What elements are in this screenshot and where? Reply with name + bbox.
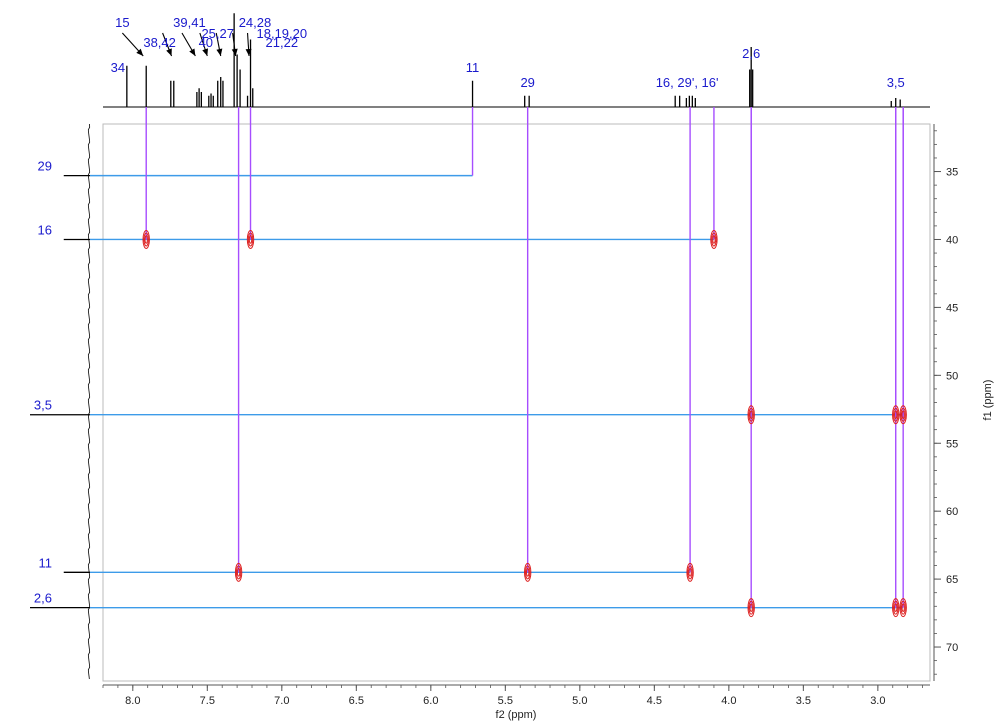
- arrow-head: [216, 48, 223, 56]
- crosspeak-contour: [523, 562, 532, 582]
- proton-peak-label: 18,19,20: [257, 26, 308, 41]
- arrow-head: [136, 48, 144, 56]
- y-axis: 35 40 45 50 55 60 65 70: [933, 124, 958, 681]
- crosspeak-contour: [234, 562, 243, 582]
- y-axis-title: f1 (ppm): [982, 380, 994, 421]
- crosspeak-contour: [236, 568, 241, 577]
- crosspeak-contour: [686, 562, 694, 582]
- arrow-head: [189, 48, 196, 56]
- proton-correlation-lines: [145, 107, 904, 608]
- crosspeak-contour: [748, 600, 754, 615]
- crosspeak-contour: [712, 235, 716, 244]
- crosspeak-contour: [688, 568, 692, 577]
- x-tick-label: 5.5: [498, 695, 513, 707]
- y-tick-label: 40: [946, 234, 958, 246]
- crosspeak-contour: [747, 598, 755, 618]
- crosspeak-contour: [525, 568, 530, 577]
- arrow-head: [245, 48, 252, 56]
- y-tick-label: 60: [946, 506, 958, 518]
- x-tick-label: 4.5: [647, 695, 662, 707]
- arrow-head: [202, 48, 209, 56]
- carbon-peak-label: 3,5: [34, 398, 52, 413]
- x-tick-label: 6.5: [349, 695, 364, 707]
- proton-peak-label: 2,6: [742, 46, 760, 61]
- pointer-arrows: [121, 32, 252, 57]
- carbon-spectrum: [30, 123, 91, 680]
- crosspeak-contour: [900, 600, 906, 615]
- crosspeak-contour: [749, 410, 753, 420]
- crosspeak-contour: [899, 405, 907, 425]
- proton-peak-label: 39,41: [173, 15, 206, 30]
- x-tick-label: 5.0: [572, 695, 587, 707]
- y-tick-label: 35: [946, 167, 958, 179]
- crosspeak-contour: [748, 407, 754, 422]
- x-tick-label: 8.0: [125, 695, 140, 707]
- plot-frame: [102, 123, 931, 682]
- x-tick-label: 4.0: [721, 695, 736, 707]
- crosspeak-contour: [901, 410, 905, 420]
- x-tick-label: 3.0: [870, 695, 885, 707]
- x-axis: 8.0 7.5 7.0 6.5 6.0 5.5 5.0 4.5 4.0 3.5 3.0: [102, 684, 930, 707]
- y-tick-label: 70: [946, 642, 958, 654]
- x-tick-label: 3.5: [796, 695, 811, 707]
- carbon-peak-label: 16: [38, 222, 52, 237]
- proton-peak-label: 29: [520, 75, 534, 90]
- proton-peak-label: 21,22: [266, 35, 299, 50]
- proton-peak-label: 11: [466, 60, 480, 75]
- carbon-correlation-lines: [90, 174, 904, 609]
- y-tick-label: 65: [946, 574, 958, 586]
- crosspeak-contour: [235, 565, 242, 580]
- crosspeak-contour: [901, 603, 905, 612]
- x-tick-label: 7.0: [274, 695, 289, 707]
- crosspeak-contour: [710, 229, 718, 249]
- arrow-head: [166, 48, 172, 56]
- crosspeak-contour: [892, 405, 900, 425]
- proton-peak-label: 15: [115, 15, 129, 30]
- proton-spectrum: [126, 13, 901, 107]
- crosspeak-contour: [892, 598, 900, 618]
- carbon-peak-label: 2,6: [34, 591, 52, 606]
- proton-peak-label: 34: [111, 60, 125, 75]
- proton-peak-label: 24,28: [239, 15, 272, 30]
- crosspeak-contour: [687, 565, 693, 580]
- crosspeak-contour: [749, 603, 753, 612]
- x-axis-title: f2 (ppm): [496, 709, 537, 721]
- crosspeak-contour: [248, 235, 253, 244]
- y-tick-label: 50: [946, 370, 958, 382]
- proton-peak-label: 3,5: [887, 75, 905, 90]
- arrow-head: [231, 48, 238, 56]
- proton-peak-label: 16, 29', 16': [656, 75, 719, 90]
- y-tick-label: 55: [946, 438, 958, 450]
- proton-peak-label: 38,42: [143, 35, 176, 50]
- proton-peak-label: 25,27: [201, 26, 234, 41]
- x-tick-label: 6.0: [423, 695, 438, 707]
- y-tick-label: 45: [946, 302, 958, 314]
- crosspeak-contour: [894, 603, 898, 612]
- crosspeak-contour: [900, 407, 906, 422]
- crosspeak-contour: [143, 232, 149, 247]
- crosspeak-contour: [524, 565, 531, 580]
- crosspeak-contour: [899, 598, 907, 618]
- carbon-baseline: [87, 123, 91, 680]
- crosspeak-contour: [893, 600, 899, 615]
- carbon-peak-label: 29: [38, 159, 52, 174]
- x-tick-label: 7.5: [200, 695, 215, 707]
- crosspeak-contour: [711, 232, 717, 247]
- proton-peak-label: 40: [199, 35, 213, 50]
- crosspeak-contour: [246, 229, 255, 249]
- crosspeak-contour: [144, 235, 148, 244]
- crosspeak-contour: [747, 405, 755, 425]
- crosspeak-contour: [247, 232, 254, 247]
- carbon-peak-labels: 29 16 3,5 11 2,6: [34, 159, 52, 606]
- crosspeaks: [142, 229, 907, 618]
- carbon-peak-label: 11: [39, 555, 53, 570]
- crosspeak-contour: [893, 407, 899, 422]
- crosspeak-contour: [894, 410, 898, 420]
- crosspeak-contour: [142, 229, 150, 249]
